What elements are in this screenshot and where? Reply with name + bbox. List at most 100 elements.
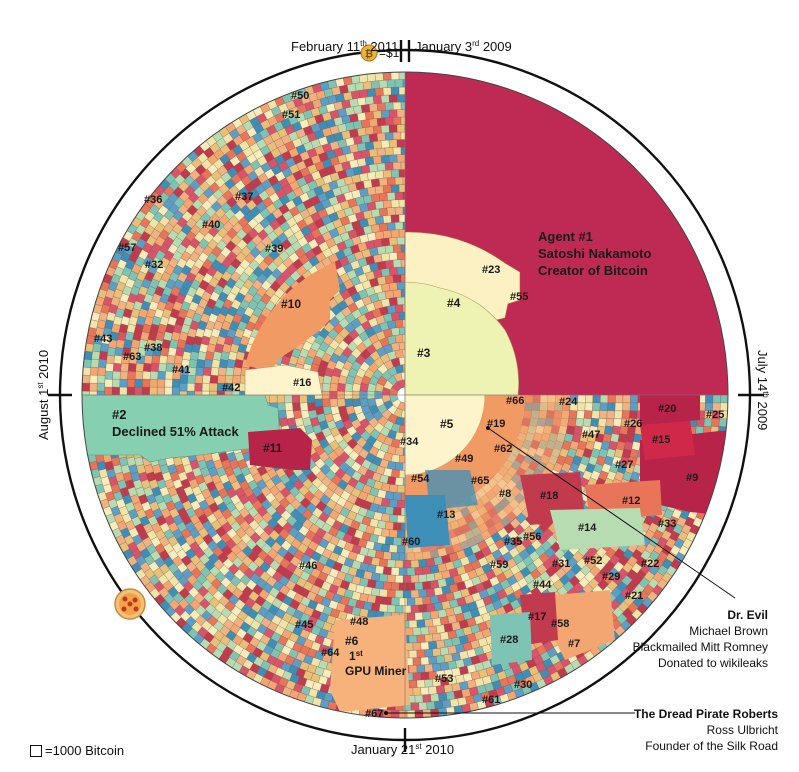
mosaic-block [97,366,106,376]
mosaic-block [360,134,371,144]
mosaic-block [396,500,406,509]
mosaic-block [378,588,388,598]
mosaic-block [376,535,387,545]
mosaic-block [164,386,173,396]
mosaic-block [382,214,392,224]
mosaic-block [428,686,438,695]
mosaic-block [424,663,434,673]
mosaic-block [167,346,177,357]
mosaic-block [418,604,428,613]
mosaic-block [567,417,577,428]
mosaic-block [364,96,375,105]
mosaic-block [394,221,404,230]
mosaic-block [414,582,424,591]
mosaic-block [435,654,446,664]
mosaic-block [368,148,378,158]
mosaic-block [386,192,396,201]
mosaic-block [364,126,375,136]
mosaic-block [410,574,420,584]
mosaic-block [209,382,218,392]
mosaic-block [135,362,144,372]
mosaic-block [380,252,390,262]
mosaic-block [392,522,402,531]
mosaic-block [171,378,181,388]
mosaic-block [388,544,398,553]
mosaic-block [182,351,192,361]
mosaic-block [396,154,406,163]
mosaic-block [157,370,166,380]
mosaic-block [394,447,404,456]
mosaic-block [196,358,206,369]
mosaic-block [378,573,388,583]
mosaic-block [585,394,594,404]
mosaic-block [422,694,432,703]
mosaic-block [408,635,418,644]
mosaic-block [394,176,404,185]
mosaic-block [357,127,367,137]
mosaic-block [382,551,392,561]
mosaic-block [376,102,386,111]
mosaic-block [364,156,375,166]
mosaic-block [414,694,424,703]
mosaic-block [422,611,432,620]
mosaic-block [388,252,398,261]
mosaic-block [98,358,107,368]
mosaic-block [388,124,398,133]
mosaic-block [388,529,398,538]
mosaic-block [392,274,402,283]
mosaic-block [443,653,453,663]
mosaic-block [394,462,404,471]
mosaic-block [412,672,422,681]
mosaic-block [378,177,388,187]
mosaic-block [598,410,608,420]
mosaic-block [119,386,128,396]
mosaic-block [435,685,446,694]
mosaic-block [435,624,446,634]
mosaic-block [374,87,384,97]
mosaic-block [392,537,402,546]
mosaic-block [380,94,390,104]
mosaic-block [217,366,227,376]
mosaic-block [126,386,135,396]
mosaic-block [388,154,398,163]
mosaic-block [430,693,440,703]
mosaic-block [424,618,434,628]
mosaic-block [384,102,394,111]
mosaic-block [388,514,398,523]
mosaic-block [406,612,416,621]
mosaic-block [396,281,406,290]
mosaic-block [368,103,378,112]
mosaic-block [410,559,420,569]
mosaic-block [380,124,390,134]
mosaic-block [336,382,346,392]
mosaic-block [584,402,593,412]
mosaic-block [394,349,404,359]
mosaic-block [374,215,385,225]
mosaic-block [582,417,592,428]
mosaic-block [120,362,129,372]
mosaic-block [607,394,616,404]
mosaic-block [426,588,436,597]
mosaic-block [437,593,447,603]
mosaic-block [388,484,398,493]
mosaic-block [394,334,404,343]
mosaic-block [422,596,432,605]
mosaic-block [386,589,396,598]
mosaic-block [150,362,160,372]
mosaic-block [392,507,402,516]
mosaic-block [396,485,406,494]
mosaic-block [384,290,394,299]
mosaic-block [376,132,386,142]
mosaic-block [368,163,378,173]
mosaic-block [209,374,219,384]
mosaic-block [453,689,464,700]
mosaic-block [366,186,377,196]
mosaic-block [568,410,578,420]
mosaic-block [390,312,400,321]
mosaic-block [388,139,398,148]
mosaic-block [590,417,600,428]
mosaic-block [432,632,442,642]
mosaic-block [201,382,210,392]
mosaic-block [380,513,391,523]
mosaic-block [374,230,385,240]
